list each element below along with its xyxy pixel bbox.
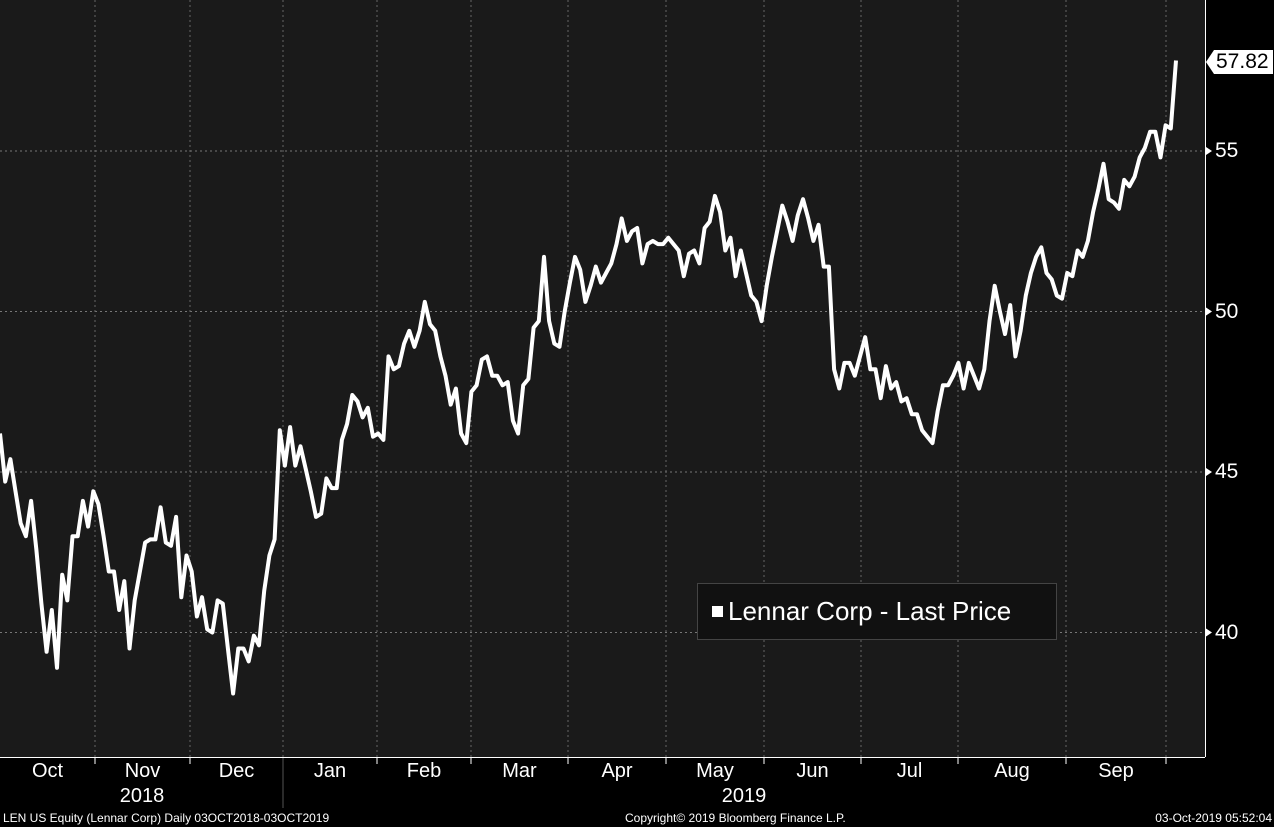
- x-tick-label: Aug: [994, 760, 1030, 782]
- x-tick-label: Mar: [502, 760, 537, 782]
- legend: Lennar Corp - Last Price: [697, 583, 1057, 640]
- x-tick-label: Apr: [601, 760, 633, 782]
- footer-timestamp: 03-Oct-2019 05:52:04: [1155, 811, 1272, 825]
- y-tick-label: 50: [1215, 299, 1239, 323]
- x-tick-label: Jul: [896, 760, 923, 782]
- x-tick-label: Oct: [31, 760, 64, 782]
- last-price-label: 57.82: [1206, 50, 1273, 74]
- x-tick-label: Sep: [1098, 760, 1134, 782]
- x-tick-label: Dec: [218, 760, 255, 782]
- y-tick-label: 40: [1215, 620, 1239, 644]
- legend-label: Lennar Corp - Last Price: [728, 596, 1012, 626]
- x-tick-label: Jun: [796, 760, 829, 782]
- y-tick-label: 55: [1215, 139, 1239, 162]
- legend-swatch: [712, 606, 723, 617]
- footer-copyright: Copyright© 2019 Bloomberg Finance L.P.: [625, 811, 846, 825]
- year-label-2019: 2019: [721, 785, 767, 807]
- y-tick-arrow: [1206, 147, 1212, 155]
- footer-security: LEN US Equity (Lennar Corp) Daily 03OCT2…: [3, 811, 330, 825]
- x-tick-label: Jan: [313, 760, 347, 782]
- y-tick-arrow: [1206, 628, 1212, 637]
- y-tick-arrow: [1206, 468, 1212, 476]
- y-tick-label: 45: [1215, 460, 1239, 483]
- price-line: [0, 60, 1178, 696]
- year-label-2018: 2018: [119, 785, 165, 807]
- x-tick-label: Feb: [406, 760, 442, 782]
- y-tick-arrow: [1206, 307, 1212, 316]
- x-tick-label: May: [696, 760, 734, 782]
- x-tick-label: Nov: [124, 760, 161, 782]
